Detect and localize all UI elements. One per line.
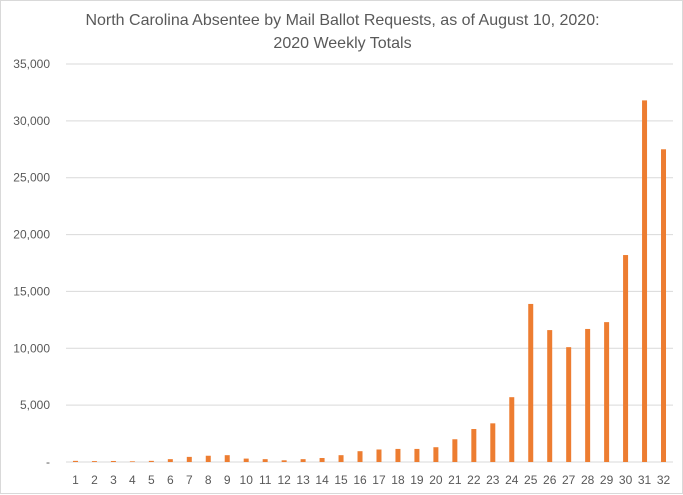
x-tick-label: 16 <box>353 473 367 487</box>
y-tick-label: 15,000 <box>13 284 50 298</box>
x-tick-label: 1 <box>72 473 79 487</box>
x-tick-label: 23 <box>486 473 500 487</box>
bar <box>433 447 439 462</box>
bar <box>547 330 553 462</box>
bar <box>110 460 116 462</box>
y-tick-label: 20,000 <box>13 228 50 242</box>
chart-subtitle: 2020 Weekly Totals <box>273 35 411 52</box>
bar <box>148 460 154 462</box>
x-tick-label: 14 <box>315 473 329 487</box>
x-tick-label: 18 <box>391 473 405 487</box>
x-tick-label: 13 <box>296 473 310 487</box>
bar <box>338 455 344 462</box>
bar <box>72 460 78 462</box>
gridlines <box>66 63 673 463</box>
bar <box>262 459 268 462</box>
bar <box>205 455 211 462</box>
bar <box>91 461 97 462</box>
x-tick-label: 12 <box>277 473 291 487</box>
x-tick-label: 30 <box>619 473 633 487</box>
x-tick-label: 20 <box>429 473 443 487</box>
x-axis-tick-labels: 1 2 3 4 5 6 7 8 9 10 11 12 13 14 15 16 17 18 19 20 21 22 23 24 2… <box>72 473 670 487</box>
bar <box>623 255 629 462</box>
x-tick-label: 10 <box>240 473 254 487</box>
x-tick-label: 19 <box>410 473 424 487</box>
bar <box>129 461 135 462</box>
x-tick-label: 31 <box>638 473 652 487</box>
bar <box>528 303 534 462</box>
bar <box>243 458 249 462</box>
x-tick-label: 22 <box>467 473 481 487</box>
x-tick-label: 4 <box>129 473 136 487</box>
x-tick-label: 2 <box>91 473 98 487</box>
x-tick-label: 6 <box>167 473 174 487</box>
x-tick-label: 8 <box>205 473 212 487</box>
x-tick-label: 17 <box>372 473 386 487</box>
x-tick-label: 29 <box>600 473 614 487</box>
chart-title: North Carolina Absentee by Mail Ballot R… <box>85 12 599 29</box>
bar <box>661 149 667 463</box>
x-tick-label: 3 <box>110 473 117 487</box>
bar <box>585 328 591 462</box>
bar <box>604 322 610 462</box>
bar <box>357 451 363 462</box>
x-tick-label: 28 <box>581 473 595 487</box>
bar <box>300 459 306 462</box>
y-tick-label: 10,000 <box>13 341 50 355</box>
x-tick-label: 9 <box>224 473 231 487</box>
bar <box>319 458 325 462</box>
bar <box>490 423 496 462</box>
bar <box>452 439 458 462</box>
y-tick-label: 25,000 <box>13 171 50 185</box>
x-tick-label: 26 <box>543 473 557 487</box>
bar <box>186 456 192 462</box>
x-tick-label: 21 <box>448 473 462 487</box>
bar <box>642 100 648 462</box>
x-tick-label: 25 <box>524 473 538 487</box>
y-axis-tick-labels: - 5,000 10,000 15,000 20,000 25,000 30,000 35,0… <box>13 57 50 469</box>
bar <box>509 397 515 462</box>
x-tick-label: 15 <box>334 473 348 487</box>
bar-series <box>72 100 667 463</box>
bar <box>224 455 230 462</box>
x-tick-label: 24 <box>505 473 519 487</box>
x-tick-label: 7 <box>186 473 193 487</box>
x-tick-label: 27 <box>562 473 576 487</box>
bar <box>167 459 173 462</box>
x-tick-label: 32 <box>657 473 671 487</box>
bar <box>414 448 420 462</box>
y-tick-label: - <box>46 455 50 469</box>
bar <box>376 449 382 462</box>
bar <box>281 460 287 462</box>
x-tick-label: 11 <box>259 473 272 487</box>
bar <box>566 347 572 462</box>
y-tick-label: 5,000 <box>20 398 50 412</box>
x-tick-label: 5 <box>148 473 155 487</box>
bar <box>471 429 477 462</box>
bar <box>395 448 401 462</box>
y-tick-label: 35,000 <box>13 57 50 71</box>
y-tick-label: 30,000 <box>13 114 50 128</box>
